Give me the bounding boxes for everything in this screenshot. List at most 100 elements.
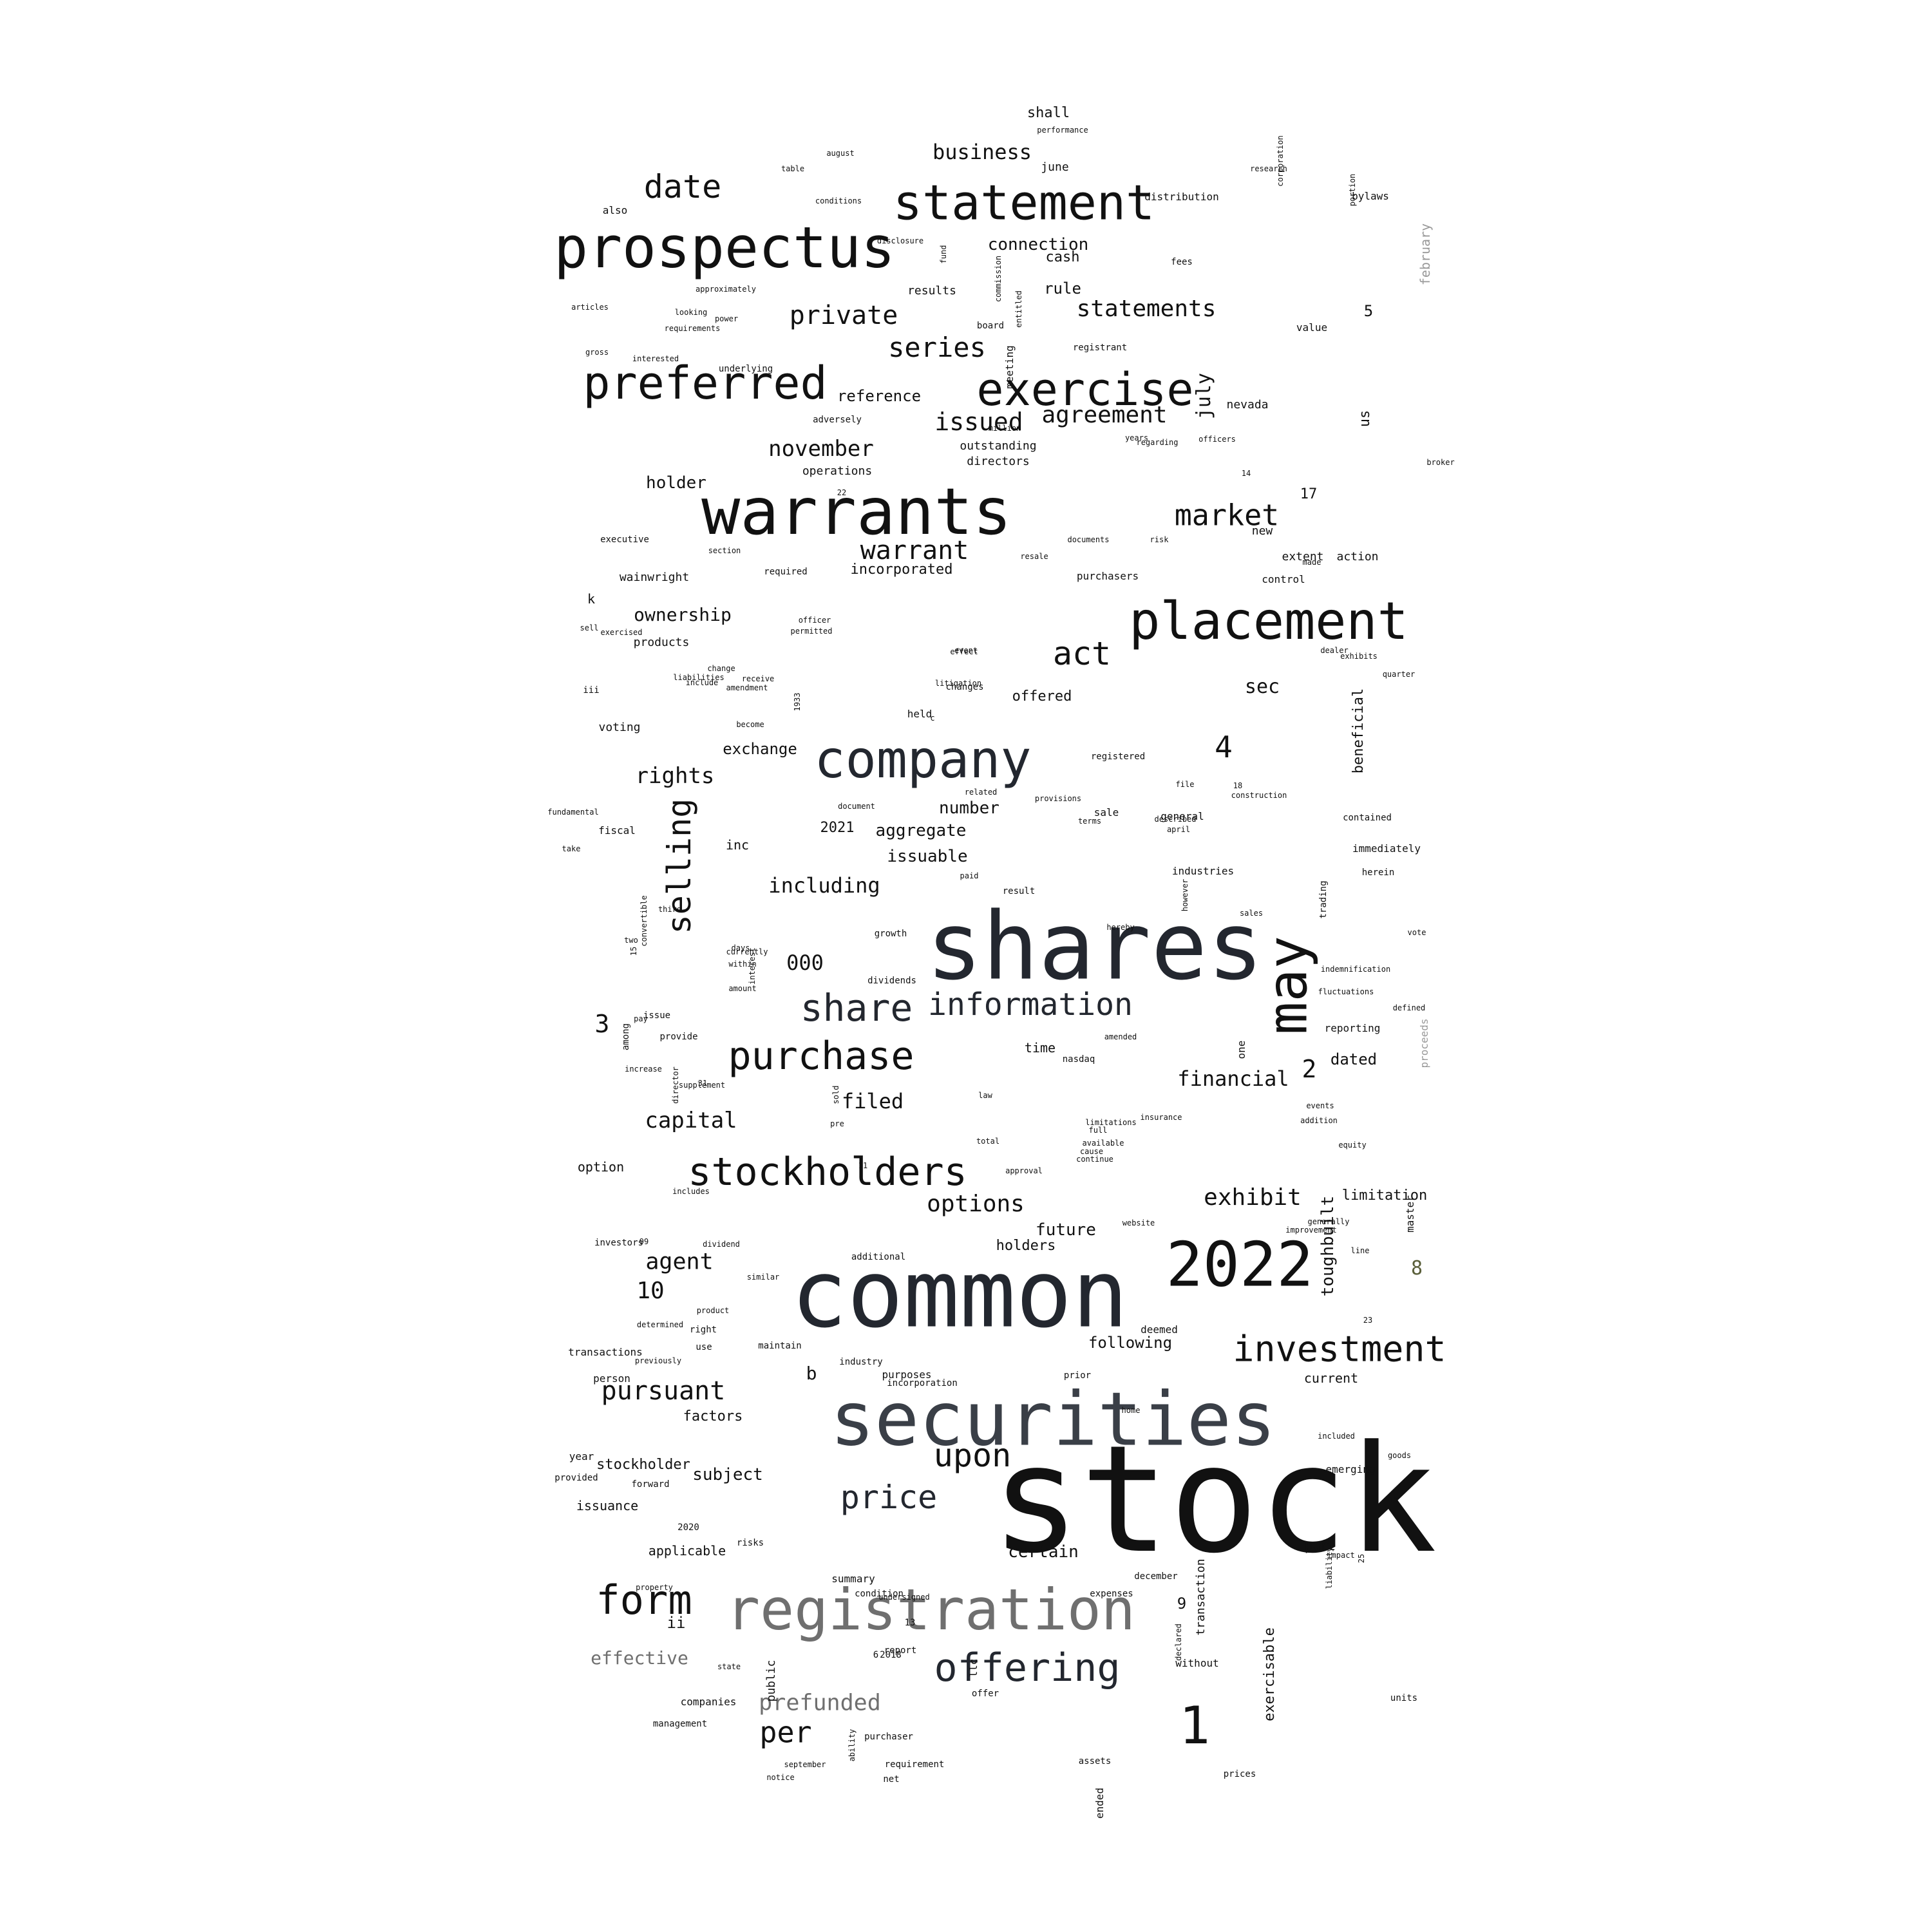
cloud-word: extent [1282,550,1324,564]
cloud-word: companies [680,1696,737,1708]
cloud-word: july [1193,372,1215,420]
cloud-word: amendment [726,683,768,692]
cloud-word: product [696,1306,730,1315]
cloud-word: requirement [884,1759,945,1770]
cloud-word: currently [726,947,768,956]
cloud-word: provisions [1034,794,1082,803]
cloud-word: september [784,1760,826,1769]
cloud-word: april [1166,825,1191,834]
cloud-word: deemed [1141,1323,1178,1336]
cloud-word: documents [1067,535,1110,544]
cloud-word: insurance [1140,1113,1182,1122]
cloud-word: pre [830,1119,844,1128]
cloud-word: provide [659,1032,698,1042]
cloud-word: approval [1005,1166,1043,1175]
cloud-word: indemnification [1320,965,1391,974]
cloud-word: defined [1392,1003,1426,1012]
cloud-word: registrant [1072,343,1128,353]
cloud-word: events [1306,1101,1334,1110]
cloud-word: person [593,1372,630,1385]
cloud-word: underlying [718,364,773,374]
cloud-word: general [1160,810,1204,822]
cloud-word: contained [1343,813,1392,823]
cloud-word: increase [625,1065,662,1074]
cloud-word: 4 [1215,730,1233,764]
cloud-word: 25 [1357,1553,1366,1564]
cloud-word: resale [1020,552,1048,561]
cloud-word: sale [1094,806,1119,819]
cloud-word: 3 [594,1010,610,1038]
cloud-word: reference [837,387,922,405]
cloud-word: transaction [1194,1558,1208,1636]
cloud-word: related [964,788,998,797]
cloud-word: hereby [1106,923,1135,932]
cloud-word: factors [683,1408,743,1425]
cloud-word: offering [934,1645,1121,1690]
cloud-word: holder [646,473,706,493]
cloud-word: market [1174,498,1280,533]
cloud-word: 6 [873,1650,879,1660]
cloud-word: offered [1012,688,1072,705]
cloud-word: third [658,905,682,914]
cloud-word: rights [635,763,715,789]
cloud-word: fluctuations [1318,987,1374,996]
cloud-word: impact [1327,1551,1355,1560]
cloud-word: statement [893,174,1155,231]
cloud-word: meeting [1003,345,1016,389]
cloud-word: change [707,664,735,673]
cloud-word: 17 [1300,486,1318,502]
cloud-word: 12 [1388,1496,1399,1505]
cloud-word: years [1124,433,1149,442]
cloud-word: sell [580,623,599,632]
cloud-word: current [1303,1370,1359,1386]
cloud-word: number [939,799,999,818]
cloud-word: changes [945,682,984,692]
cloud-word: supplement [678,1081,726,1090]
cloud-word: 1933 [793,692,802,712]
cloud-word: two [624,936,638,945]
cloud-word: issuance [576,1498,639,1513]
cloud-word: prior [1063,1370,1092,1381]
cloud-word: 23 [1363,1316,1373,1325]
cloud-word: vote [1407,928,1426,937]
cloud-word: 14 [1241,469,1251,478]
cloud-word: purposes [882,1368,932,1381]
cloud-word: result [1002,886,1036,896]
cloud-word: portion [1348,173,1357,207]
cloud-word: applicable [648,1543,726,1558]
cloud-word: shall [1027,105,1070,121]
cloud-word: per [759,1715,812,1750]
cloud-word: agent [645,1249,714,1275]
cloud-word: declared [1174,1624,1183,1661]
cloud-word: 2021 [820,820,855,836]
cloud-word: undersigned [878,1593,930,1602]
cloud-word: ended [1094,1787,1106,1819]
cloud-word: within [728,960,757,969]
cloud-word: event [954,646,978,655]
cloud-word: 22 [837,488,847,497]
cloud-word: including [768,873,880,898]
cloud-word: litigation [934,679,982,688]
cloud-word: continue [1076,1155,1113,1164]
cloud-word: effective [591,1647,688,1669]
cloud-word: risks [736,1538,764,1548]
cloud-word: total [976,1137,1000,1146]
cloud-word: fundamental [547,808,599,817]
cloud-word: series [888,332,986,363]
cloud-word: stockholders [688,1150,967,1195]
cloud-word: adversely [813,415,862,425]
cloud-word: maintain [758,1341,802,1351]
cloud-word: toughbuilt [1318,1195,1338,1297]
cloud-word: connection [987,235,1089,254]
cloud-word: 2022 [1166,1229,1314,1301]
cloud-word: date [643,168,722,205]
cloud-word: share [800,986,913,1030]
cloud-word: year [569,1450,594,1463]
cloud-word: million [988,424,1021,433]
cloud-word: includes [672,1187,710,1196]
cloud-word: quarter [1382,670,1416,679]
cloud-word: wainwright [619,571,690,584]
cloud-word: february [1417,223,1433,286]
cloud-word: property [636,1583,673,1592]
cloud-word: private [789,301,898,330]
